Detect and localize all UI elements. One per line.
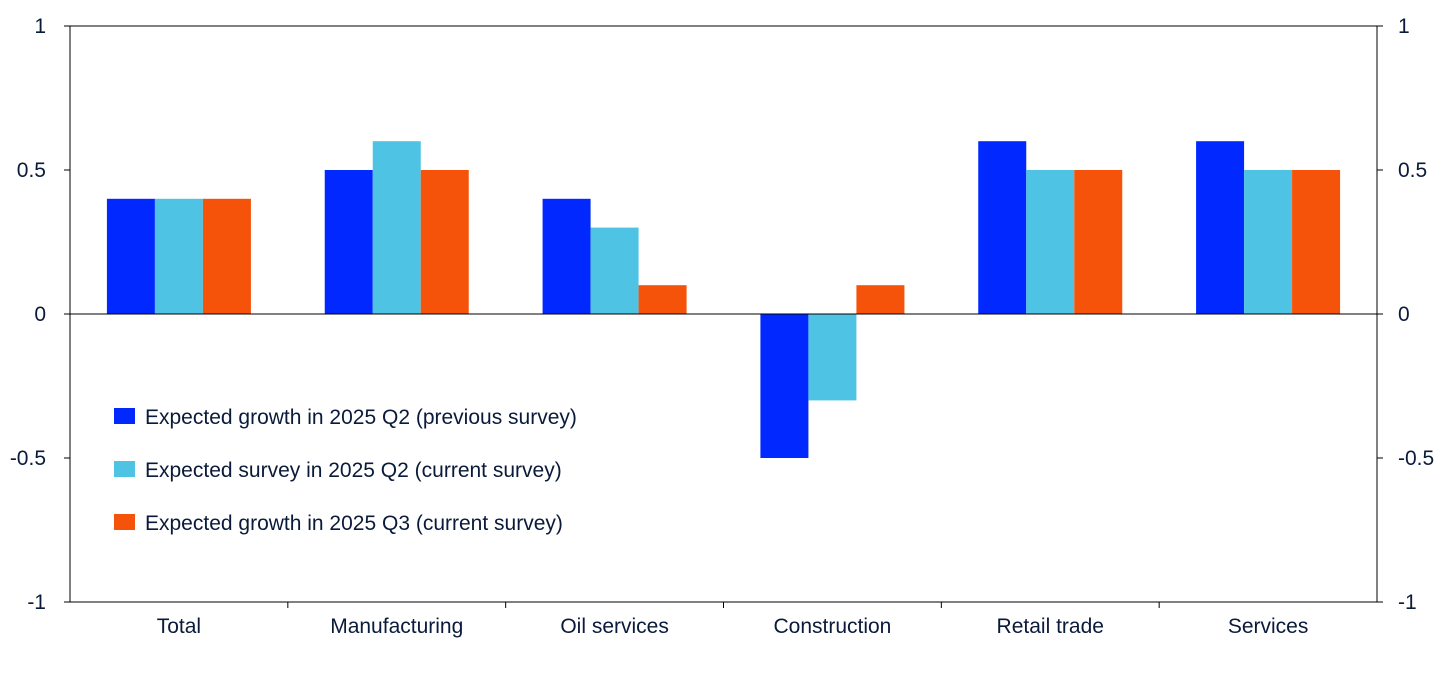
axes: Total Manufacturing Oil services Constructi… bbox=[10, 15, 1434, 638]
x-tick-label: Oil services bbox=[560, 615, 669, 638]
bar bbox=[1292, 170, 1341, 314]
x-tick-label: Total bbox=[157, 615, 201, 638]
bar bbox=[978, 141, 1027, 314]
y-tick-label-right: 0 bbox=[1398, 303, 1410, 326]
y-tick-label-left: 1 bbox=[34, 15, 46, 38]
legend-swatch bbox=[114, 408, 135, 424]
bar bbox=[808, 314, 857, 401]
bar bbox=[856, 285, 905, 314]
y-tick-label-left: -1 bbox=[27, 591, 46, 614]
legend-swatch bbox=[114, 461, 135, 477]
y-tick-label-left: 0.5 bbox=[17, 159, 46, 182]
legend: Expected growth in 2025 Q2 (previous sur… bbox=[114, 406, 577, 535]
y-tick-label-left: -0.5 bbox=[10, 447, 46, 470]
y-tick-label-right: -1 bbox=[1398, 591, 1417, 614]
bar bbox=[1244, 170, 1293, 314]
bar bbox=[372, 141, 421, 314]
y-tick-label-left: 0 bbox=[34, 303, 46, 326]
bar bbox=[1074, 170, 1123, 314]
bar bbox=[106, 198, 155, 314]
y-tick-label-right: 0.5 bbox=[1398, 159, 1427, 182]
bar bbox=[1196, 141, 1245, 314]
y-tick-label-right: -0.5 bbox=[1398, 447, 1434, 470]
legend-label: Expected survey in 2025 Q2 (current surv… bbox=[145, 459, 562, 482]
bar bbox=[154, 198, 203, 314]
x-tick-label: Retail trade bbox=[997, 615, 1104, 638]
bar bbox=[324, 170, 373, 314]
x-tick-label: Manufacturing bbox=[330, 615, 463, 638]
bar bbox=[760, 314, 809, 458]
bar bbox=[590, 227, 639, 314]
bars bbox=[106, 141, 1341, 458]
bar bbox=[420, 170, 469, 314]
bar bbox=[202, 198, 251, 314]
x-tick-label: Construction bbox=[773, 615, 891, 638]
x-tick-label: Services bbox=[1228, 615, 1309, 638]
bar bbox=[1026, 170, 1075, 314]
bar bbox=[542, 198, 591, 314]
y-tick-label-right: 1 bbox=[1398, 15, 1410, 38]
legend-swatch bbox=[114, 514, 135, 530]
bar bbox=[638, 285, 687, 314]
legend-label: Expected growth in 2025 Q3 (current surv… bbox=[145, 512, 563, 535]
legend-label: Expected growth in 2025 Q2 (previous sur… bbox=[145, 406, 577, 429]
